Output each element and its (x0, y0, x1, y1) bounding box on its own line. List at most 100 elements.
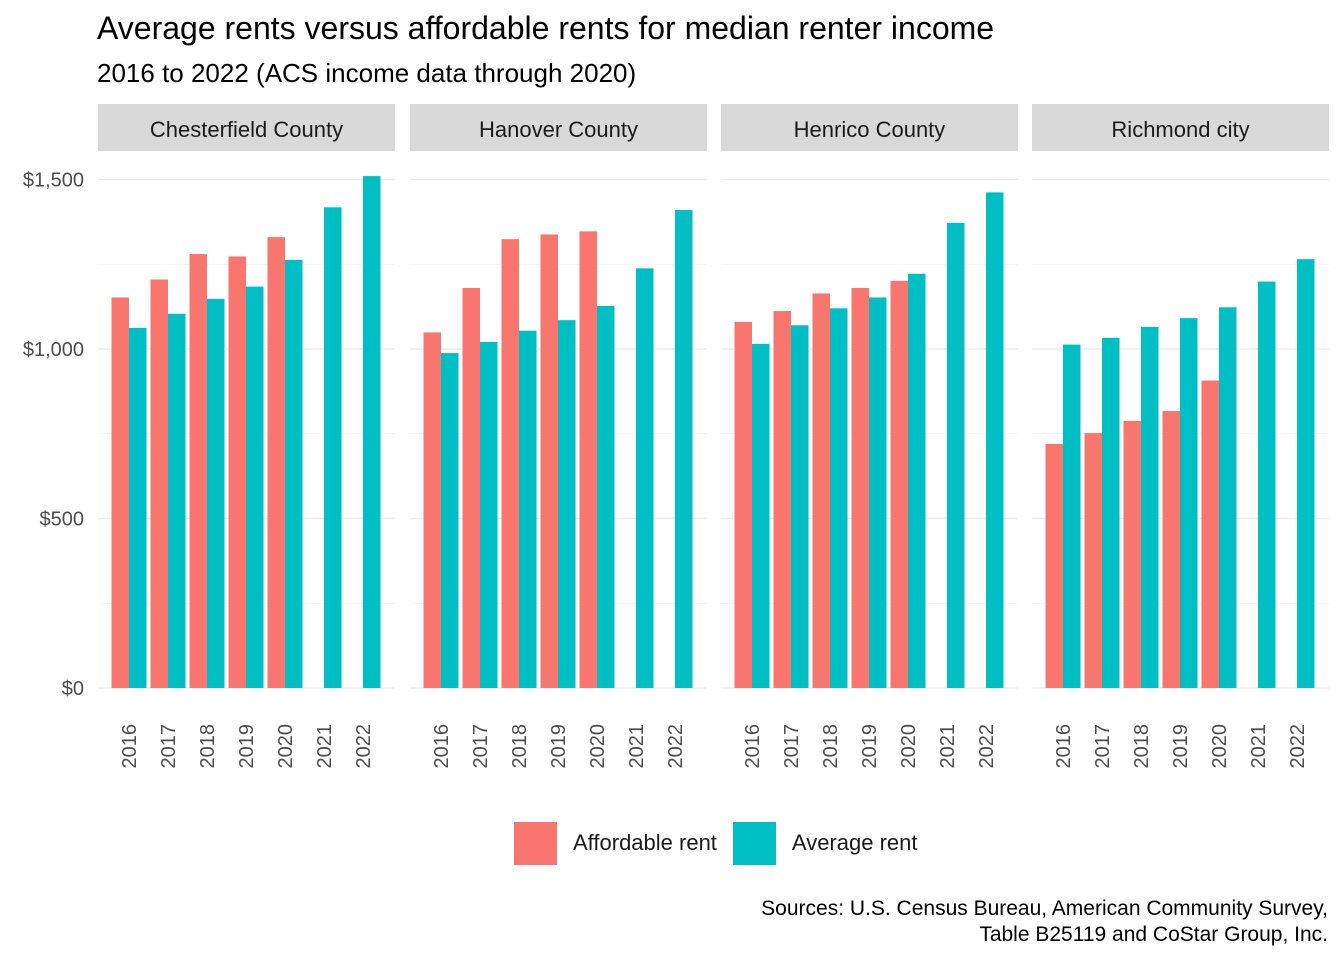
facet-strip-label: Hanover County (479, 117, 638, 142)
bar-average-rent (986, 192, 1004, 688)
bar-affordable-rent (111, 297, 129, 688)
bar-affordable-rent (423, 332, 441, 688)
legend-item-average: Average rent (732, 821, 918, 865)
bar-average-rent (675, 210, 693, 688)
bar-affordable-rent (773, 311, 791, 688)
bar-affordable-rent (812, 293, 830, 688)
x-tick-label: 2016 (431, 724, 453, 769)
x-tick-label: 2022 (665, 724, 687, 769)
bar-average-rent (1141, 326, 1159, 688)
bar-affordable-rent (540, 234, 558, 688)
x-tick-label: 2016 (742, 724, 764, 769)
facet-strip (721, 104, 1018, 151)
chart-subtitle: 2016 to 2022 (ACS income data through 20… (97, 58, 637, 88)
facet-strip-label: Richmond city (1111, 117, 1249, 142)
x-tick-label: 2021 (937, 724, 959, 769)
x-tick-label: 2018 (197, 724, 219, 769)
x-tick-label: 2017 (781, 724, 803, 769)
bar-average-rent (519, 330, 537, 688)
bar-average-rent (285, 259, 303, 688)
bar-affordable-rent (734, 321, 752, 688)
x-tick-label: 2020 (275, 724, 297, 769)
bar-affordable-rent (228, 256, 246, 688)
x-tick-label: 2020 (1209, 724, 1231, 769)
x-tick-label: 2022 (976, 724, 998, 769)
bar-average-rent (1063, 344, 1081, 688)
bar-affordable-rent (150, 279, 168, 688)
bar-average-rent (752, 343, 770, 688)
x-tick-label: 2016 (119, 724, 141, 769)
bar-affordable-rent (851, 287, 869, 688)
bar-average-rent (1180, 318, 1198, 688)
legend-label-affordable: Affordable rent (573, 830, 717, 855)
x-tick-label: 2020 (587, 724, 609, 769)
x-tick-label: 2016 (1053, 724, 1075, 769)
facet-strip (410, 104, 707, 151)
bar-affordable-rent (189, 254, 207, 688)
bar-affordable-rent (501, 239, 519, 688)
bar-average-rent (246, 286, 264, 688)
bar-affordable-rent (1162, 411, 1180, 688)
caption-line-2: Table B25119 and CoStar Group, Inc. (979, 923, 1328, 946)
bar-average-rent (869, 297, 887, 688)
bar-average-rent (441, 353, 459, 688)
x-tick-label: 2021 (1248, 724, 1270, 769)
x-tick-label: 2019 (548, 724, 570, 769)
bar-affordable-rent (579, 231, 597, 688)
bar-average-rent (480, 341, 498, 688)
bar-average-rent (947, 222, 965, 688)
facet-strip (98, 104, 395, 151)
y-tick-label: $1,000 (23, 339, 84, 361)
x-tick-label: 2019 (236, 724, 258, 769)
bar-affordable-rent (462, 287, 480, 688)
facet-strip (1032, 104, 1329, 151)
legend: Affordable rent Average rent (514, 820, 934, 866)
x-tick-label: 2022 (1287, 724, 1309, 769)
x-tick-label: 2017 (470, 724, 492, 769)
y-tick-label: $1,500 (23, 170, 84, 192)
bar-average-rent (1297, 259, 1315, 688)
bar-average-rent (168, 313, 186, 688)
bar-average-rent (830, 308, 848, 688)
legend-swatch-affordable (514, 821, 557, 865)
bar-average-rent (1219, 307, 1237, 688)
x-tick-label: 2021 (314, 724, 336, 769)
facet-strip-label: Chesterfield County (150, 117, 343, 142)
legend-swatch-average (732, 821, 776, 865)
x-tick-label: 2018 (820, 724, 842, 769)
x-tick-label: 2018 (1131, 724, 1153, 769)
bar-average-rent (908, 273, 926, 688)
chart-title: Average rents versus affordable rents fo… (97, 10, 995, 46)
bar-average-rent (558, 320, 576, 688)
bar-affordable-rent (1123, 420, 1141, 688)
x-tick-label: 2021 (626, 724, 648, 769)
x-tick-label: 2019 (1170, 724, 1192, 769)
bar-affordable-rent (890, 280, 908, 688)
bar-affordable-rent (267, 237, 285, 688)
x-tick-label: 2019 (859, 724, 881, 769)
x-tick-label: 2020 (898, 724, 920, 769)
legend-label-average: Average rent (791, 830, 918, 855)
bar-affordable-rent (1045, 443, 1063, 688)
x-tick-label: 2017 (1092, 724, 1114, 769)
bar-average-rent (1258, 281, 1276, 688)
bar-average-rent (1102, 337, 1120, 688)
legend-item-affordable: Affordable rent (514, 821, 717, 865)
source-caption: Sources: U.S. Census Bureau, American Co… (761, 896, 1328, 948)
y-tick-label: $0 (62, 678, 84, 700)
x-tick-label: 2017 (158, 724, 180, 769)
bar-average-rent (324, 207, 342, 688)
bar-affordable-rent (1201, 380, 1219, 688)
bar-average-rent (791, 325, 809, 688)
bar-average-rent (363, 176, 381, 689)
bar-average-rent (636, 268, 654, 688)
bar-average-rent (597, 305, 615, 688)
bar-affordable-rent (1084, 433, 1102, 688)
caption-line-1: Sources: U.S. Census Bureau, American Co… (761, 897, 1328, 920)
bar-average-rent (207, 298, 225, 688)
x-tick-label: 2018 (509, 724, 531, 769)
bar-average-rent (129, 327, 147, 688)
x-tick-label: 2022 (353, 724, 375, 769)
y-tick-label: $500 (40, 509, 85, 531)
